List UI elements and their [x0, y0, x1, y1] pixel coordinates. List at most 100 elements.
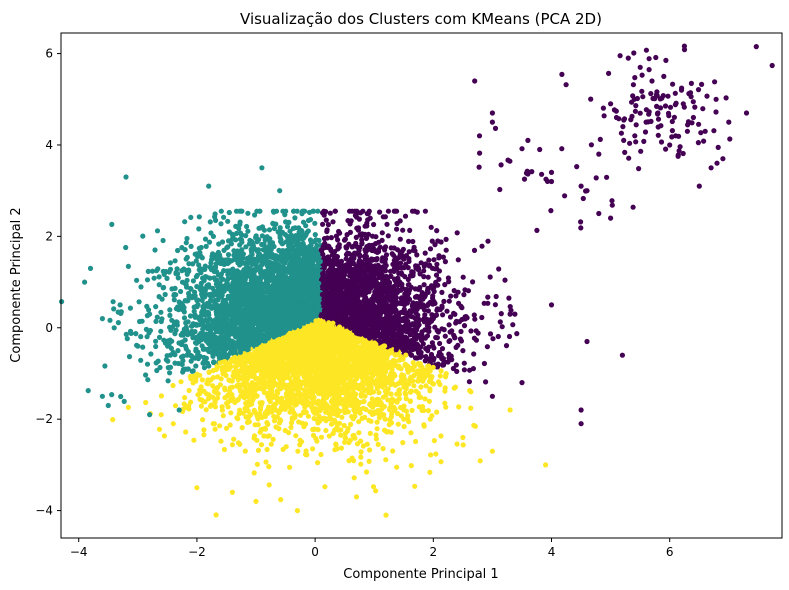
- cluster-0-point: [410, 272, 416, 279]
- cluster-0-point: [452, 334, 458, 341]
- cluster-2-point: [156, 426, 163, 432]
- cluster-0-point: [429, 238, 435, 244]
- cluster-2-point: [367, 430, 373, 436]
- cluster-1-point: [193, 258, 199, 264]
- cluster-0-point: [440, 362, 446, 368]
- cluster-2-point: [231, 436, 237, 442]
- cluster-0-point: [345, 250, 351, 256]
- cluster-1-point: [126, 354, 133, 360]
- cluster-0-point: [434, 261, 440, 267]
- cluster-1-point: [188, 358, 194, 364]
- cluster-0-point: [442, 282, 448, 288]
- cluster-2-point: [366, 417, 372, 423]
- cluster-2-point: [271, 418, 278, 424]
- cluster-2-point: [425, 408, 431, 414]
- cluster-2-point: [358, 438, 364, 444]
- cluster-0-point: [434, 228, 440, 234]
- cluster-1-point: [127, 305, 133, 311]
- cluster-1-point: [206, 239, 213, 245]
- cluster-0-point: [497, 319, 503, 325]
- cluster-0-point: [377, 209, 383, 215]
- cluster-1-point: [143, 372, 149, 378]
- cluster-1-point: [202, 263, 208, 269]
- cluster-0-point: [323, 217, 329, 223]
- cluster-0-point: [449, 328, 455, 334]
- cluster-0-point: [406, 238, 412, 244]
- cluster-0-point: [459, 305, 465, 311]
- cluster-2-point: [181, 401, 187, 407]
- cluster-2-point: [351, 432, 357, 438]
- cluster-1-point: [140, 344, 146, 350]
- chart-title: Visualização dos Clusters com KMeans (PC…: [240, 10, 602, 28]
- cluster-1-point: [196, 226, 202, 232]
- cluster-2-point: [201, 432, 207, 438]
- cluster-2-point: [335, 427, 342, 433]
- cluster-2-point: [305, 413, 311, 419]
- cluster-1-point: [182, 247, 188, 253]
- cluster-2-point: [420, 378, 426, 384]
- cluster-2-point: [394, 464, 400, 470]
- cluster-1-point: [102, 363, 108, 369]
- cluster-2-point: [158, 393, 164, 399]
- cluster-0-point: [330, 219, 336, 225]
- cluster-0-point: [495, 333, 501, 340]
- cluster-1-point: [196, 214, 202, 220]
- cluster-1-point: [206, 282, 212, 288]
- cluster-1-point: [145, 377, 151, 383]
- cluster-2-point: [338, 432, 344, 438]
- cluster-0-point: [320, 221, 326, 227]
- cluster-0-point: [367, 215, 373, 221]
- cluster-2-point: [433, 451, 439, 457]
- cluster-1-point: [154, 367, 160, 374]
- cluster-2-point: [374, 426, 380, 432]
- cluster-0-point: [432, 242, 438, 248]
- cluster-1-point: [156, 274, 162, 280]
- cluster-2-point: [416, 404, 422, 410]
- cluster-2-point: [373, 436, 379, 442]
- cluster-2-point: [210, 421, 216, 427]
- cluster-1-point: [273, 208, 280, 214]
- cluster-2-point: [333, 442, 339, 448]
- cluster-1-point: [190, 278, 196, 284]
- cluster-0-point: [471, 312, 477, 318]
- cluster-0-point: [433, 272, 440, 278]
- cluster-2-point: [143, 399, 149, 406]
- cluster-1-point: [283, 219, 289, 225]
- cluster-0-point: [431, 257, 437, 263]
- cluster-1-point: [182, 337, 188, 343]
- cluster-0-point: [443, 236, 449, 242]
- cluster-2-point: [398, 366, 404, 372]
- cluster-2-point: [198, 403, 204, 409]
- cluster-0-point: [371, 221, 377, 228]
- cluster-1-point: [149, 268, 156, 274]
- cluster-0-point: [487, 274, 493, 280]
- cluster-1-point: [152, 247, 158, 253]
- cluster-2-point: [238, 393, 244, 399]
- cluster-2-point: [395, 421, 401, 427]
- cluster-0-point: [428, 224, 434, 230]
- cluster-1-point: [158, 328, 164, 334]
- cluster-2-point: [297, 412, 304, 418]
- cluster-2-point: [367, 447, 373, 453]
- cluster-1-point: [180, 353, 186, 359]
- cluster-0-point: [468, 328, 474, 334]
- cluster-2-point: [358, 454, 364, 460]
- cluster-2-point: [366, 458, 372, 464]
- cluster-2-point: [382, 416, 388, 422]
- cluster-1-point: [110, 299, 116, 305]
- cluster-2-point: [258, 442, 265, 448]
- cluster-1-point: [202, 236, 209, 242]
- cluster-0-point: [332, 208, 338, 214]
- cluster-0-point: [453, 362, 459, 368]
- cluster-1-point: [121, 398, 127, 404]
- cluster-0-point: [446, 298, 452, 304]
- cluster-0-point: [487, 331, 494, 337]
- cluster-0-point: [425, 274, 431, 280]
- cluster-2-point: [278, 497, 284, 503]
- cluster-2-point: [161, 433, 167, 439]
- cluster-0-point: [434, 335, 440, 341]
- cluster-2-point: [186, 387, 192, 394]
- cluster-1-point: [144, 277, 151, 283]
- cluster-0-point: [436, 253, 442, 259]
- cluster-1-point: [191, 308, 197, 314]
